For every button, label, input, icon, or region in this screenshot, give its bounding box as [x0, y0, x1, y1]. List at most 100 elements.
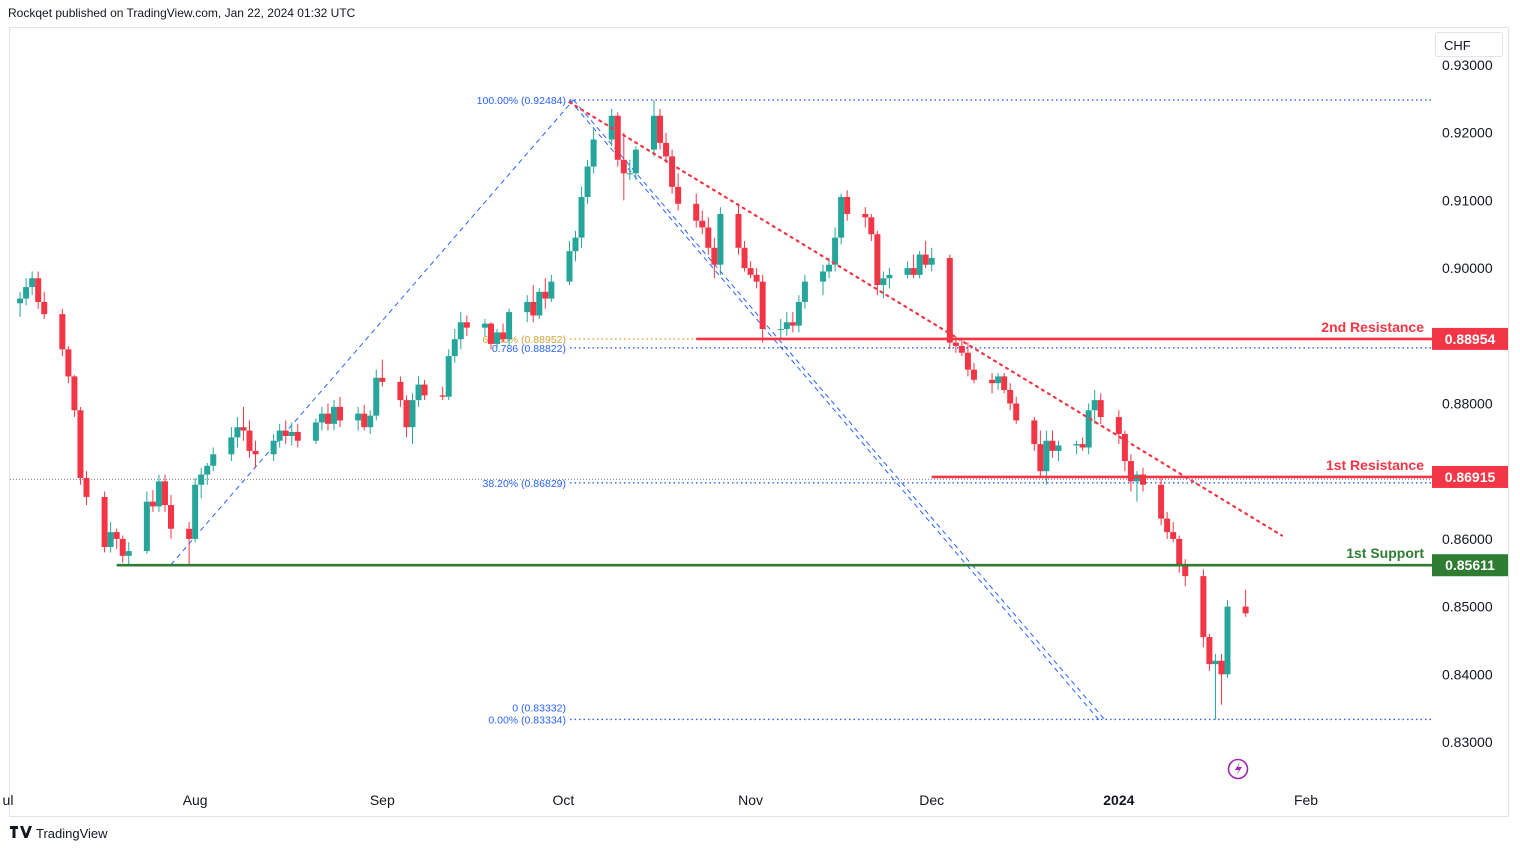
fib-swing-line	[573, 99, 1106, 720]
fib-swing-line	[569, 99, 1100, 720]
candle-body	[584, 166, 591, 198]
candle-body	[820, 271, 827, 282]
candle-body	[904, 268, 911, 275]
fib-level-label: 0.786 (0.88822)	[492, 343, 566, 355]
candle-body	[494, 332, 501, 344]
candle-body	[457, 322, 464, 340]
x-tick-label: Oct	[553, 792, 575, 808]
candle-body	[288, 431, 295, 436]
candle-body	[801, 281, 808, 302]
candle-body	[1037, 444, 1044, 472]
candle-body	[397, 381, 404, 401]
candle-body	[699, 220, 706, 228]
candle-body	[747, 268, 754, 275]
candle-body	[1043, 440, 1050, 472]
candle-body	[826, 264, 833, 272]
candle-body	[1176, 538, 1183, 566]
candle-body	[989, 379, 996, 384]
candle-body	[759, 281, 766, 330]
candle-body	[753, 274, 760, 282]
level-label: 1st Support	[1346, 545, 1424, 561]
candle-body	[204, 465, 211, 475]
y-tick-label: 0.85000	[1442, 599, 1493, 615]
candle-body	[1127, 461, 1134, 482]
candle-body	[705, 227, 712, 248]
x-tick-label: Feb	[1294, 792, 1318, 808]
publish-info: Rockqet published on TradingView.com, Ja…	[8, 6, 356, 20]
candle-body	[1206, 637, 1213, 665]
candle-body	[578, 197, 585, 238]
candle-body	[1224, 606, 1231, 675]
lightning-icon[interactable]	[1227, 758, 1249, 780]
fib-level-label: 38.20% (0.86829)	[483, 478, 566, 490]
candle-body	[928, 257, 935, 265]
candle-body	[1013, 403, 1020, 421]
candle-body	[355, 413, 362, 421]
fib-level-label: 100.00% (0.92484)	[477, 95, 566, 107]
candle-body	[1200, 576, 1207, 638]
candle-body	[1073, 444, 1080, 446]
candle-body	[198, 474, 205, 485]
candle-body	[789, 322, 796, 326]
candle-body	[373, 377, 380, 416]
candle-body	[1182, 565, 1189, 577]
x-tick-label: Sep	[370, 792, 395, 808]
candle-body	[23, 287, 30, 299]
candle-body	[83, 477, 90, 497]
candle-body	[620, 159, 627, 174]
candle-body	[210, 454, 217, 466]
candle-body	[161, 481, 168, 506]
candle-body	[741, 247, 748, 269]
fib-level-label: 0 (0.83332)	[512, 703, 566, 715]
candle-body	[1049, 440, 1056, 451]
candle-body	[65, 349, 72, 377]
candle-body	[650, 115, 657, 150]
candle-body	[252, 450, 259, 455]
candle-body	[626, 173, 633, 175]
candle-body	[632, 149, 639, 174]
candle-body	[101, 496, 108, 548]
candle-body	[548, 281, 555, 299]
chart-frame	[9, 27, 1509, 817]
candle-body	[663, 142, 670, 157]
candle-body	[113, 532, 120, 539]
x-tick-label: Nov	[738, 792, 763, 808]
candle-body	[270, 440, 277, 455]
candle-body	[783, 322, 790, 330]
trendline	[568, 101, 1283, 537]
candle-body	[421, 384, 428, 396]
footer: TradingView	[10, 826, 108, 841]
candle-body	[958, 345, 965, 353]
candle-body	[246, 430, 253, 451]
candle-body	[832, 237, 839, 265]
candle-body	[862, 213, 869, 218]
currency-selector[interactable]: CHF	[1435, 32, 1503, 57]
candle-body	[331, 406, 338, 424]
level-price-value: 0.88954	[1445, 331, 1496, 347]
candle-body	[995, 376, 1002, 384]
candle-body	[1242, 606, 1249, 614]
candle-body	[35, 278, 42, 302]
candle-body	[711, 247, 718, 265]
candle-body	[415, 384, 422, 401]
candle-body	[1121, 433, 1128, 462]
candle-body	[367, 415, 374, 428]
level-label: 2nd Resistance	[1321, 319, 1424, 335]
candle-body	[1218, 660, 1225, 675]
candle-body	[481, 323, 488, 328]
candle-body	[1079, 444, 1086, 448]
candle-body	[379, 377, 386, 382]
candle-body	[777, 329, 784, 331]
candle-body	[669, 156, 676, 187]
x-tick-label: Aug	[183, 792, 208, 808]
candle-body	[500, 332, 507, 340]
candle-body	[1170, 532, 1177, 539]
candle-body	[149, 501, 156, 507]
candle-body	[868, 217, 875, 235]
candle-body	[487, 323, 494, 344]
candle-body	[463, 322, 470, 328]
candle-body	[1115, 417, 1122, 434]
candle-body	[318, 413, 325, 423]
candle-body	[530, 301, 537, 316]
